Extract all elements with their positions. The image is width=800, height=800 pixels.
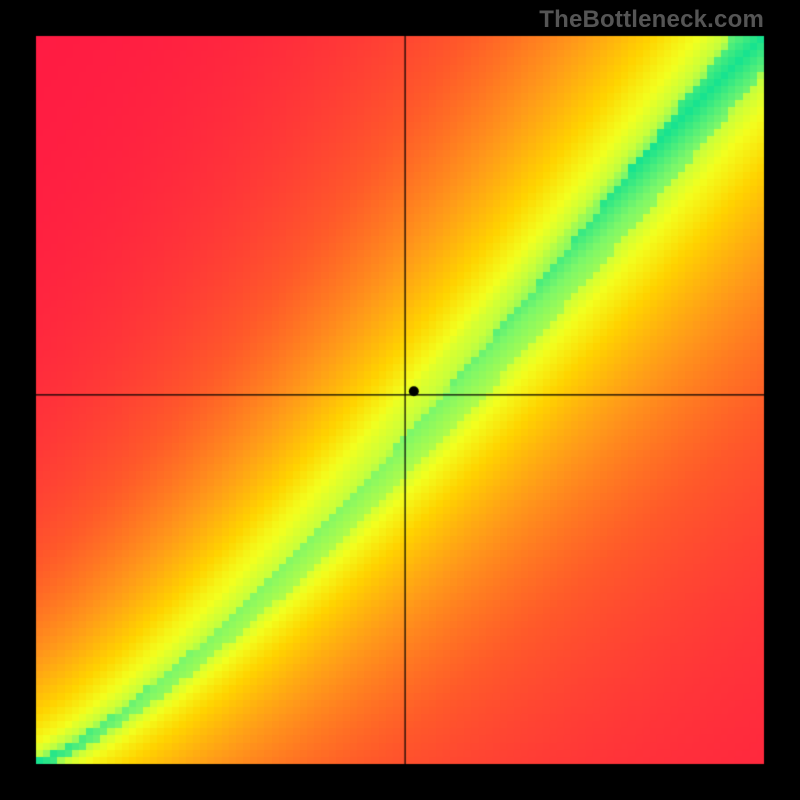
bottleneck-heatmap bbox=[0, 0, 800, 800]
watermark-text: TheBottleneck.com bbox=[539, 6, 764, 34]
